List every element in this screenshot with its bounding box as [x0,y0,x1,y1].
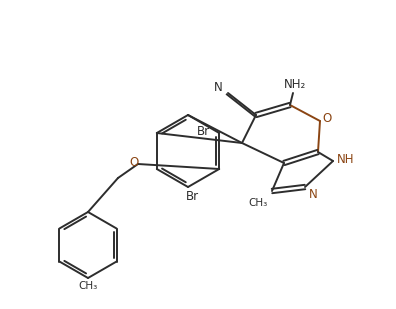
Text: NH: NH [337,153,355,166]
Text: N: N [308,188,317,201]
Text: O: O [129,155,139,168]
Text: NH₂: NH₂ [284,78,306,91]
Text: N: N [213,81,223,94]
Text: CH₃: CH₃ [248,198,268,208]
Text: Br: Br [197,125,210,138]
Text: CH₃: CH₃ [78,281,98,291]
Text: O: O [322,112,331,125]
Text: Br: Br [185,191,198,204]
